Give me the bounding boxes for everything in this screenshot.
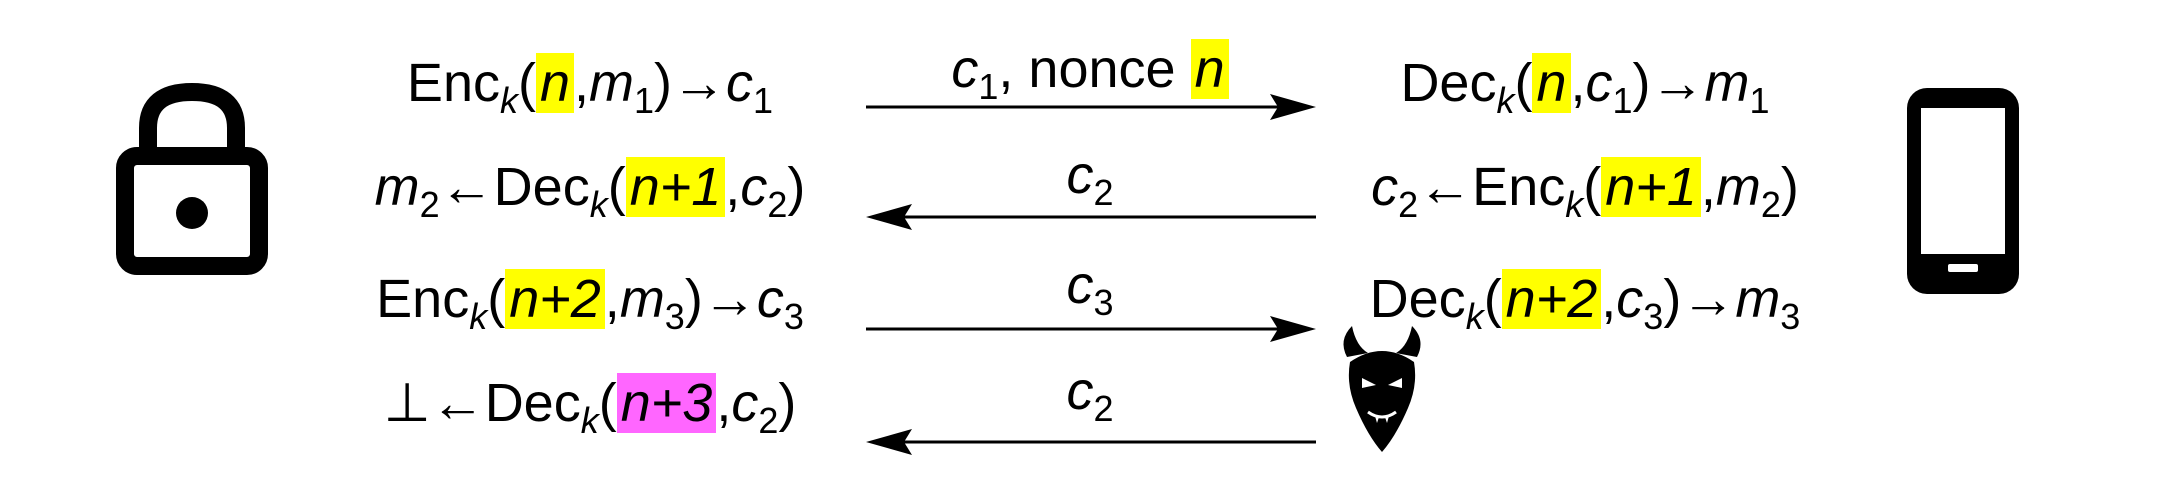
row3-right-expression: Deck(n+2,c3)→m3 xyxy=(1369,269,1801,337)
row2-right-nonce: n+1 xyxy=(1601,157,1701,217)
row3-left-nonce: n+2 xyxy=(505,269,605,329)
row4-replay-nonce: n+3 xyxy=(616,373,717,433)
row1-right-nonce: n xyxy=(1532,53,1571,113)
row3-message-label: c3 xyxy=(1066,255,1114,323)
arrow-row2-left xyxy=(866,204,1316,230)
row4-left-expression: ⊥←Deck(n+3,c2) xyxy=(383,373,797,441)
row4-message-label: c2 xyxy=(1066,361,1114,429)
row2-left-expression: m2←Deck(n+1,c2) xyxy=(374,157,806,225)
row2-left-nonce: n+1 xyxy=(625,157,726,217)
row3-left-expression: Enck(n+2,m3)→c3 xyxy=(376,269,804,337)
row2-right-expression: c2←Enck(n+1,m2) xyxy=(1371,157,1799,225)
arrow-row1-right xyxy=(866,94,1316,120)
row1-label-nonce: n xyxy=(1190,39,1229,99)
row2-message-label: c2 xyxy=(1066,145,1114,213)
row1-left-expression: Enck(n,m1)→c1 xyxy=(406,53,774,121)
arrow-row3-right xyxy=(866,316,1316,342)
row1-right-expression: Deck(n,c1)→m1 xyxy=(1400,53,1770,121)
row1-message-label: c1, nonce n xyxy=(860,34,1320,105)
arrow-row4-left xyxy=(866,429,1316,455)
row3-right-nonce: n+2 xyxy=(1501,269,1602,329)
row1-left-nonce: n xyxy=(535,53,575,113)
